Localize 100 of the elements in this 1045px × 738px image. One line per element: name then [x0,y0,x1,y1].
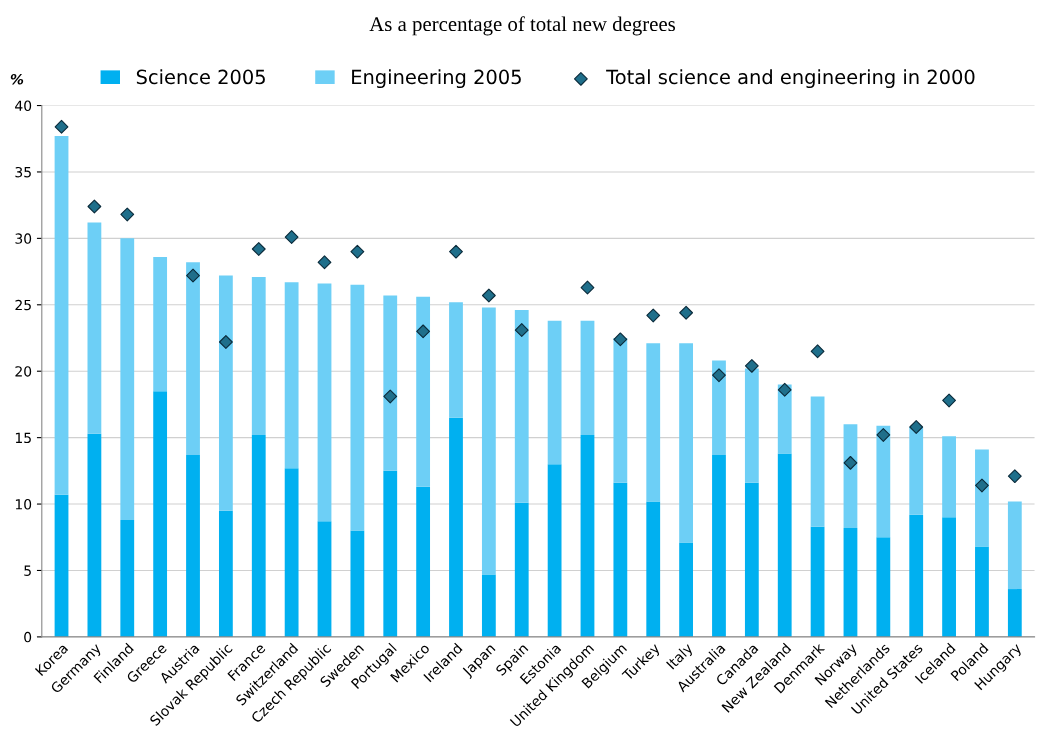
legend-label: Total science and engineering in 2000 [606,69,975,89]
point [383,389,398,404]
bar [876,537,891,637]
bar [876,425,891,538]
bar [153,256,168,392]
point [317,255,332,270]
bar [350,284,365,531]
bar [646,501,661,637]
bar [975,546,989,637]
bar [416,486,431,637]
bar [449,417,463,637]
point [777,382,792,397]
legend-label: Engineering 2005 [352,69,521,89]
bar [679,343,693,543]
bar [481,574,496,637]
bar [843,424,858,528]
point [1007,469,1022,484]
bar [514,310,529,503]
bar [54,494,69,637]
bar [547,464,562,637]
point [876,428,891,442]
point [120,207,135,222]
point [810,344,825,359]
bar [186,262,200,455]
point [87,199,102,214]
bar [284,282,299,469]
bar [942,517,956,637]
y-tick-label: 10 [15,499,32,510]
point [514,323,529,337]
point [449,244,463,259]
point [54,119,69,134]
y-tick-label: 35 [15,166,31,178]
bar [449,302,463,418]
y-tick-label: 25 [15,299,31,311]
bar [810,526,825,637]
point [186,268,200,283]
point [942,393,957,408]
y-tick-label: 20 [15,366,32,377]
bar [120,238,135,520]
legend-label: Science 2005 [136,69,265,85]
bar [777,453,792,637]
bar [744,368,759,483]
point [284,230,299,244]
y-tick-label: 0 [24,631,32,643]
bar [646,343,661,502]
bar [613,338,628,483]
y-tick-label: 30 [15,233,32,244]
bar [514,502,529,637]
bar [416,296,431,487]
bar [153,391,168,637]
bar [383,295,398,471]
point [580,280,595,295]
bar [120,519,135,637]
bar [1007,589,1022,637]
bar [87,222,102,434]
bar [712,454,726,637]
y-tick-label: 40 [15,100,32,112]
bar [712,360,726,455]
point [646,308,661,323]
bar [350,530,365,637]
point [843,455,858,470]
point [613,332,628,347]
point [218,335,233,349]
point [712,368,726,383]
point [975,478,989,493]
y-tick-label: 15 [15,432,31,444]
point [350,244,365,259]
bar [1007,501,1022,590]
bar [284,468,299,637]
point [909,420,924,434]
bar [580,434,595,637]
point [679,305,694,320]
bar [909,514,924,637]
bar [87,433,102,637]
bar [744,482,759,637]
y-axis-title: % [10,73,24,85]
bar [481,307,496,575]
bar [383,470,398,637]
chart-title: As a percentage of total new degrees [369,16,676,36]
point [481,288,496,303]
bar [613,482,628,637]
y-tick-label: 5 [24,565,31,576]
bar [251,276,266,435]
bar [317,283,332,522]
bar [580,320,595,435]
bar [547,320,562,465]
bar [679,542,693,637]
bar [251,434,266,637]
bar [317,521,332,637]
bar [54,136,69,495]
bar [942,436,956,518]
point [744,358,759,373]
bar [186,454,200,637]
bar [218,510,233,637]
bar [218,275,233,511]
bar [975,449,989,547]
bar [810,396,825,527]
bar [909,427,924,515]
point [251,242,266,256]
point [416,324,431,339]
